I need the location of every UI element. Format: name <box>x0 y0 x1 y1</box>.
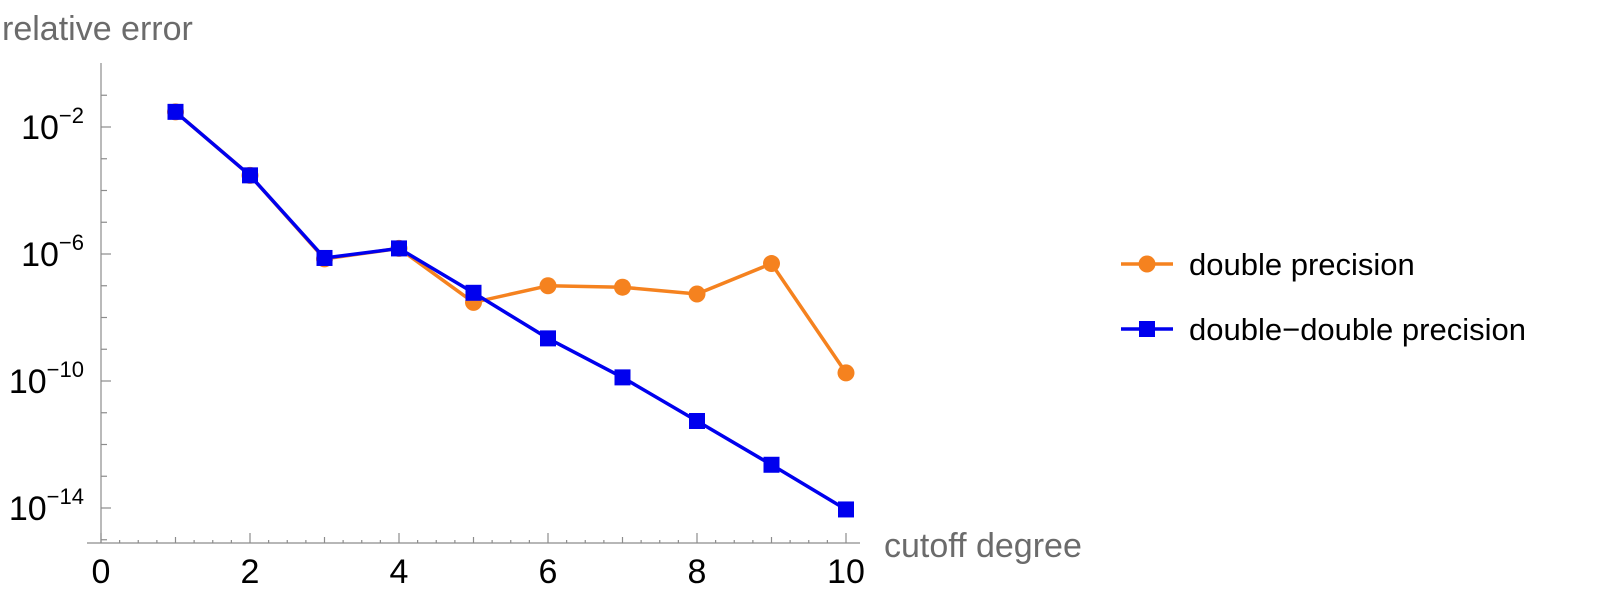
y-tick-exponent: −6 <box>59 230 84 255</box>
x-tick-label: 8 <box>688 553 707 591</box>
data-point <box>763 456 780 473</box>
legend: double precision double−double precision <box>1121 247 1526 347</box>
series-double-double-precision <box>167 103 854 518</box>
plot-series <box>167 103 855 518</box>
data-point <box>167 103 184 120</box>
x-axis-title: cutoff degree <box>884 527 1082 565</box>
y-tick-exponent: −2 <box>59 103 84 128</box>
x-tick-label: 4 <box>390 553 409 591</box>
data-point <box>540 330 556 347</box>
series-line <box>174 110 847 512</box>
data-point <box>614 278 631 296</box>
y-tick-base: 10 <box>9 363 47 401</box>
series-line <box>174 110 848 374</box>
legend-entry: double precision <box>1121 247 1415 282</box>
y-tick-label: 10−14 <box>9 484 84 528</box>
y-axis-title: relative error <box>2 10 193 48</box>
data-point <box>391 240 407 257</box>
x-tick-label: 6 <box>539 553 558 591</box>
x-tick-label: 10 <box>827 553 865 591</box>
data-point <box>763 255 780 273</box>
data-point <box>539 277 557 295</box>
y-tick-label: 10−2 <box>21 103 84 147</box>
data-point <box>316 249 333 266</box>
legend-label: double−double precision <box>1189 312 1526 347</box>
legend-entry: double−double precision <box>1121 312 1526 347</box>
data-point <box>242 167 258 184</box>
y-tick-base: 10 <box>9 490 47 528</box>
data-point <box>837 364 855 382</box>
x-tick-label: 0 <box>92 553 111 591</box>
data-point <box>838 501 854 518</box>
legend-label: double precision <box>1189 247 1415 282</box>
data-point <box>614 369 631 386</box>
y-tick-base: 10 <box>21 109 59 147</box>
legend-swatch-marker <box>1139 321 1155 337</box>
data-point <box>465 284 482 301</box>
y-tick-label: 10−10 <box>9 357 84 401</box>
series-double-precision <box>167 103 855 382</box>
legend-swatch-marker <box>1138 255 1156 273</box>
data-point <box>688 285 706 303</box>
x-tick-label: 2 <box>241 553 260 591</box>
y-tick-label: 10−6 <box>21 230 84 274</box>
y-tick-exponent: −14 <box>47 484 84 509</box>
data-point <box>689 412 705 429</box>
y-tick-exponent: −10 <box>47 357 84 382</box>
y-tick-base: 10 <box>21 236 59 274</box>
